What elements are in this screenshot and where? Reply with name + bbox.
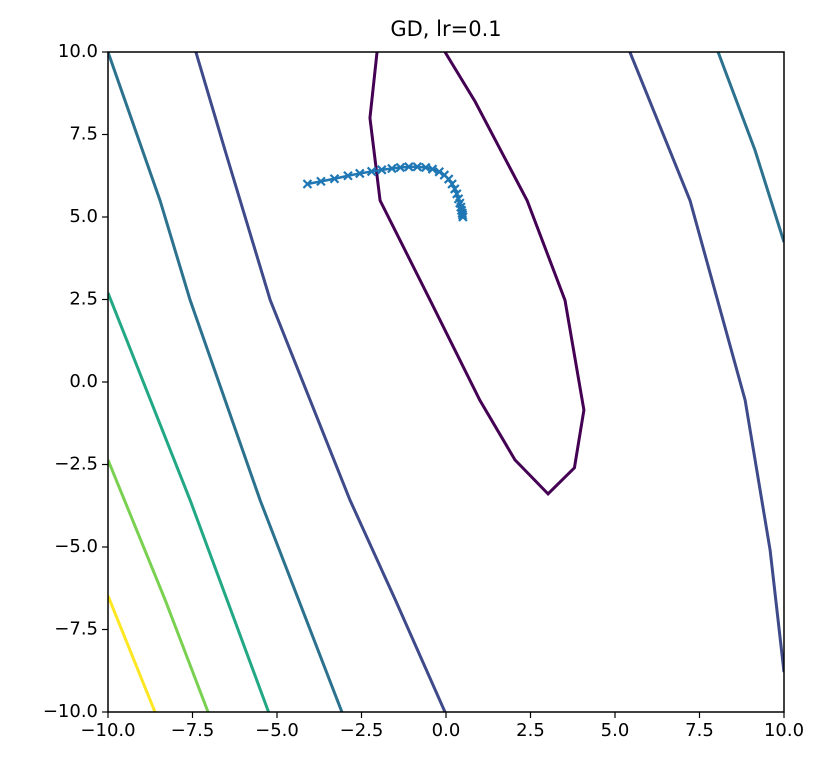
plot-area <box>108 52 784 712</box>
trajectory-marker <box>443 174 454 184</box>
x-tick-label: 0.0 <box>432 720 461 741</box>
contour-line <box>108 292 270 712</box>
trajectory-marker <box>343 170 353 181</box>
x-tick-label: 10.0 <box>764 720 804 741</box>
y-tick-label: −2.5 <box>54 454 98 475</box>
y-tick-label: −10.0 <box>43 701 98 722</box>
trajectory-marker <box>420 162 431 173</box>
trajectory-marker <box>302 179 313 189</box>
trajectory-marker <box>447 179 457 189</box>
trajectory-marker <box>329 173 340 184</box>
trajectory-marker <box>427 164 438 174</box>
trajectory-marker <box>387 163 397 174</box>
contour-line <box>108 52 344 712</box>
x-tick-label: −2.5 <box>340 720 384 741</box>
y-tick-label: 2.5 <box>69 289 98 310</box>
contour-line <box>716 52 784 243</box>
contour-line <box>368 52 586 496</box>
y-tick-label: 5.0 <box>69 206 98 227</box>
contour-line <box>194 52 447 712</box>
y-tick-label: −7.5 <box>54 619 98 640</box>
contour-line <box>108 459 210 712</box>
y-tick-label: 7.5 <box>69 124 98 145</box>
trajectory-marker <box>366 166 377 177</box>
trajectory-marker <box>404 162 414 172</box>
trajectory-marker <box>377 165 387 175</box>
contour-line <box>628 52 784 673</box>
x-tick-label: 7.5 <box>685 720 714 741</box>
trajectory-marker <box>395 162 406 173</box>
trajectory-marker <box>434 167 445 177</box>
trajectory-marker <box>458 212 468 222</box>
trajectory-marker <box>412 162 423 172</box>
contour-line <box>108 595 157 712</box>
trajectory-marker <box>355 168 365 179</box>
y-tick-label: −5.0 <box>54 536 98 557</box>
x-tick-label: −5.0 <box>255 720 299 741</box>
trajectory-marker <box>316 176 326 187</box>
trajectory-marker <box>457 210 468 220</box>
trajectory-marker <box>450 184 460 194</box>
y-tick-label: 0.0 <box>69 371 98 392</box>
x-tick-label: −7.5 <box>171 720 215 741</box>
x-tick-label: 2.5 <box>516 720 545 741</box>
chart-title: GD, lr=0.1 <box>390 17 501 41</box>
x-tick-label: −10.0 <box>80 720 135 741</box>
x-tick-label: 5.0 <box>601 720 630 741</box>
plot-frame <box>107 51 785 713</box>
y-tick-label: 10.0 <box>58 41 98 62</box>
